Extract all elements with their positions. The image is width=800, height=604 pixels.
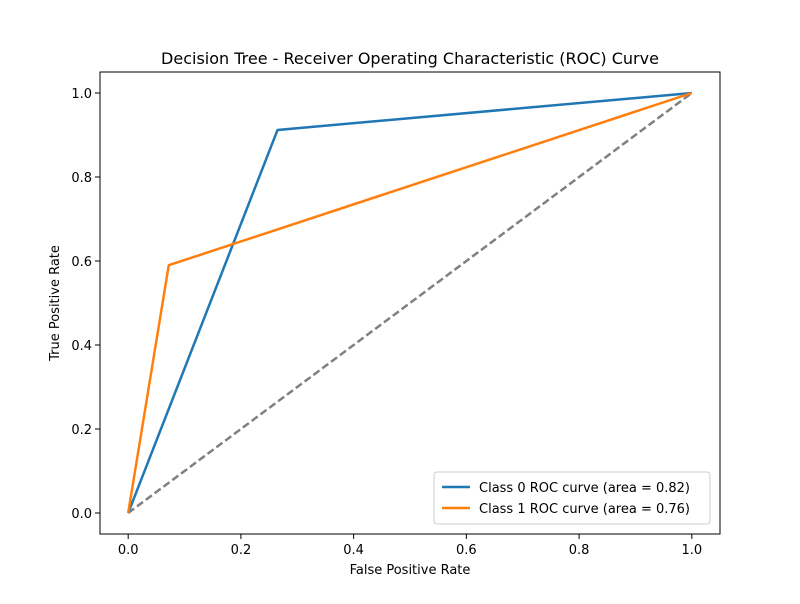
y-tick-label: 0.2 xyxy=(71,423,92,438)
series-line-class-1 xyxy=(126,91,693,514)
x-axis-label: False Positive Rate xyxy=(350,563,471,578)
series-line-class-0 xyxy=(127,91,692,514)
y-tick-label: 0.8 xyxy=(71,171,92,186)
y-axis-label: True Positive Rate xyxy=(48,245,63,362)
y-tick-label: 0.0 xyxy=(71,507,92,522)
x-tick-label: 0.2 xyxy=(231,543,252,558)
chart-title: Decision Tree - Receiver Operating Chara… xyxy=(161,49,659,68)
legend: Class 0 ROC curve (area = 0.82) Class 1 R… xyxy=(433,471,711,525)
legend-label-class-1: Class 1 ROC curve (area = 0.76) xyxy=(479,502,690,517)
x-tick-label: 0.8 xyxy=(569,543,590,558)
legend-box xyxy=(433,471,711,525)
x-tick-label: 1.0 xyxy=(681,543,702,558)
plot-frame xyxy=(99,71,721,535)
x-tick-label: 0.6 xyxy=(456,543,477,558)
y-tick-label: 0.4 xyxy=(71,339,92,354)
reference-diagonal-line xyxy=(127,91,693,515)
plot-layer: 0.0 0.2 0.4 0.6 0.8 1.0 0.0 0.2 0.4 0.6 0.8 1.0 xyxy=(71,71,721,558)
x-tick-label: 0.0 xyxy=(118,543,139,558)
x-tick-label: 0.4 xyxy=(343,543,364,558)
legend-label-class-0: Class 0 ROC curve (area = 0.82) xyxy=(479,481,690,496)
y-tick-label: 1.0 xyxy=(71,87,92,102)
y-tick-label: 0.6 xyxy=(71,255,92,270)
